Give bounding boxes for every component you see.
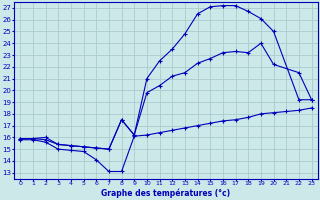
X-axis label: Graphe des températures (°c): Graphe des températures (°c) bbox=[101, 188, 230, 198]
